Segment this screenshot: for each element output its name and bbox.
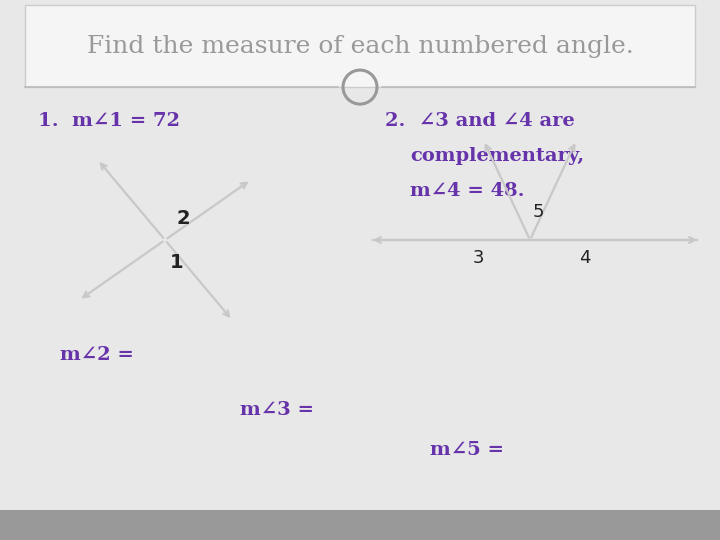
Text: 4: 4: [580, 249, 590, 267]
Text: 2: 2: [176, 208, 190, 227]
Bar: [25, 5, 695, 87]
Text: 3: 3: [472, 249, 484, 267]
Text: 1: 1: [170, 253, 184, 272]
Text: 1.  m∠1 = 72: 1. m∠1 = 72: [38, 112, 180, 130]
Text: Find the measure of each numbered angle.: Find the measure of each numbered angle.: [86, 35, 634, 58]
Text: m∠3 =: m∠3 =: [240, 401, 314, 419]
Text: m∠5 =: m∠5 =: [430, 441, 504, 459]
Bar: [0, 510, 720, 540]
Text: m∠4 = 48.: m∠4 = 48.: [410, 182, 524, 200]
Text: 5: 5: [532, 203, 544, 221]
Text: complementary,: complementary,: [410, 147, 584, 165]
Text: m∠2 =: m∠2 =: [60, 346, 134, 364]
Text: 2.  ∠3 and ∠4 are: 2. ∠3 and ∠4 are: [385, 112, 575, 130]
